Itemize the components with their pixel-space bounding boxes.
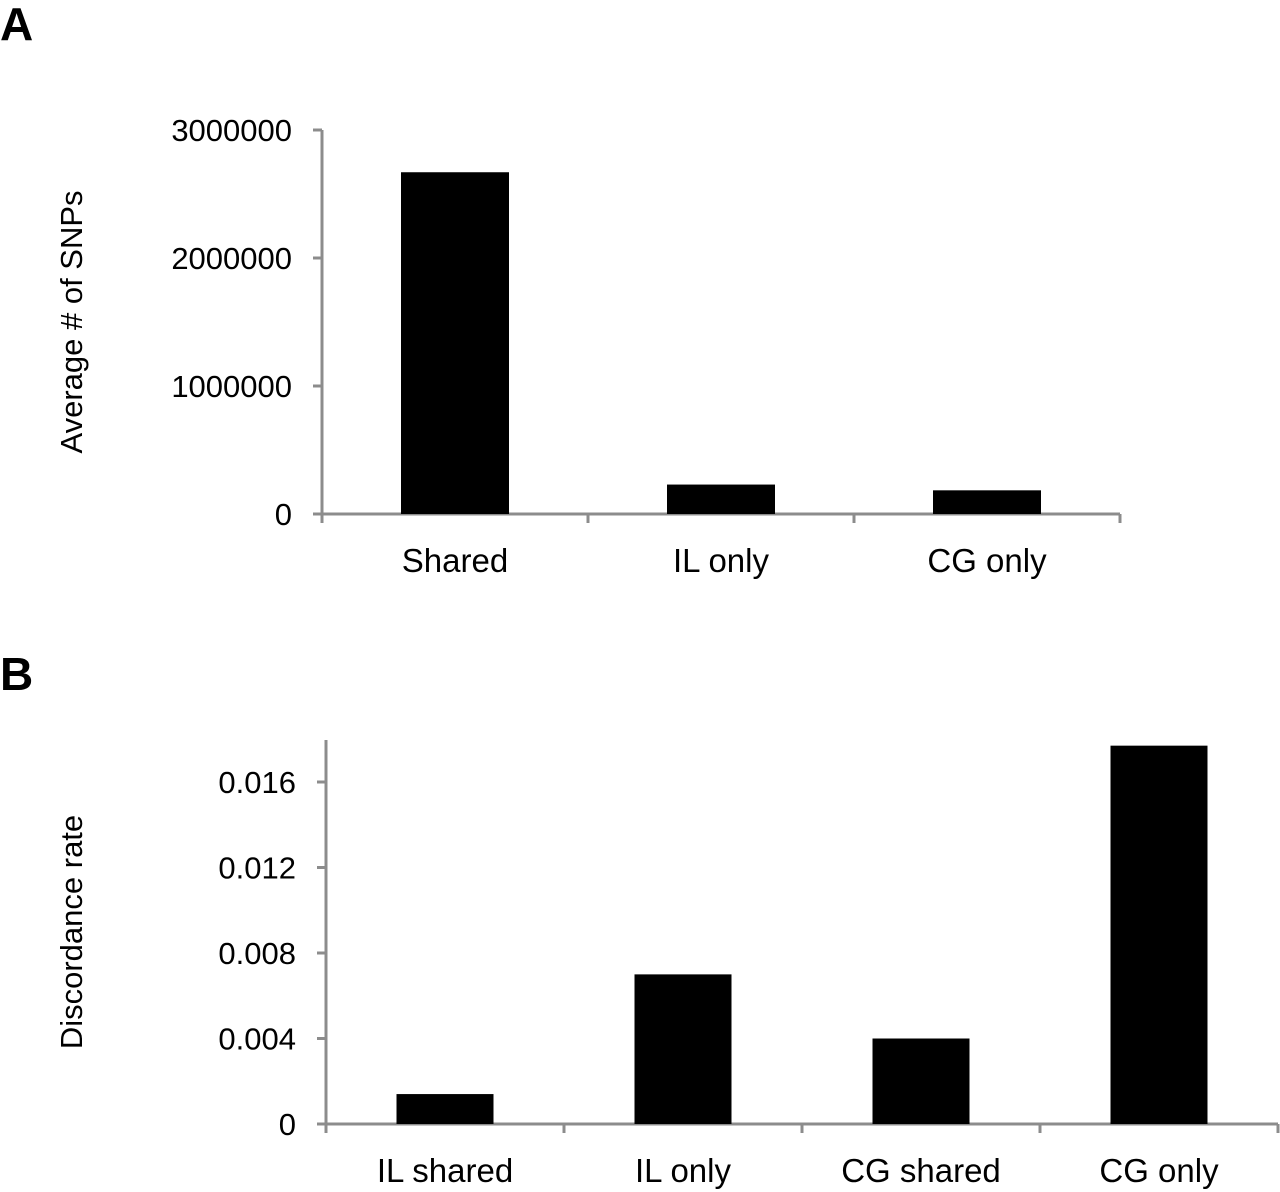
chart-a-y-tick-label: 1000000 (171, 369, 292, 404)
chart-a-y-tick-label: 2000000 (171, 241, 292, 276)
chart-b-y-tick-label: 0.012 (218, 851, 296, 886)
chart-b-bar-cg-shared (872, 1038, 970, 1124)
chart-b-bar-cg-only (1110, 745, 1208, 1124)
chart-b-y-tick-label: 0.008 (218, 936, 296, 971)
chart-a-bar-cg-only (933, 490, 1041, 514)
chart-b-y-tick-label: 0 (279, 1107, 296, 1142)
chart-b-category-label: IL shared (377, 1152, 513, 1189)
chart-b-category-label: CG only (1099, 1152, 1219, 1189)
chart-a-bar-il-only (667, 484, 775, 514)
chart-b-y-tick-label: 0.016 (218, 765, 296, 800)
chart-a-y-tick-label: 3000000 (171, 113, 292, 148)
chart-b-panel-label: B (0, 648, 33, 700)
chart-b-bar-il-shared (396, 1094, 494, 1124)
chart-a-category-label: Shared (402, 542, 508, 579)
chart-a-category-label: IL only (673, 542, 770, 579)
chart-a-bar-shared (401, 172, 509, 515)
chart-a-y-axis-label: Average # of SNPs (54, 190, 89, 453)
chart-a-y-tick-label: 0 (275, 497, 292, 532)
chart-a-category-label: CG only (927, 542, 1047, 579)
chart-a-panel-label: A (0, 0, 33, 50)
chart-b-category-label: IL only (635, 1152, 732, 1189)
chart-b-y-tick-label: 0.004 (218, 1022, 296, 1057)
chart-b-category-label: CG shared (841, 1152, 1001, 1189)
chart-b-y-axis-label: Discordance rate (54, 815, 89, 1049)
chart-b-bar-il-only (634, 974, 732, 1124)
